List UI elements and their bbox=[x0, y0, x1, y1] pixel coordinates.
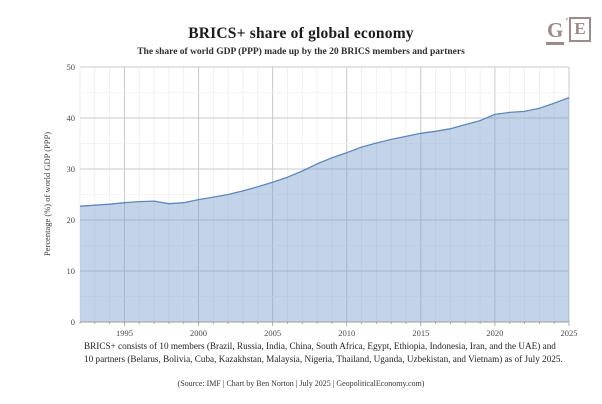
footnote-line-1: BRICS+ consists of 10 members (Brazil, R… bbox=[84, 341, 556, 351]
logo-letter-g: G bbox=[546, 19, 565, 45]
x-tick-label: 2000 bbox=[190, 328, 207, 338]
source-attribution: (Source: IMF | Chart by Ben Norton | Jul… bbox=[177, 379, 425, 388]
x-tick-label: 2005 bbox=[264, 328, 281, 338]
x-tick-label: 2015 bbox=[412, 328, 429, 338]
chart-title: BRICS+ share of global economy bbox=[188, 25, 414, 42]
footnote-line-2: 10 partners (Belarus, Bolivia, Cuba, Kaz… bbox=[84, 354, 563, 364]
y-tick-label: 0 bbox=[71, 317, 75, 327]
x-tick-label: 2010 bbox=[338, 328, 355, 338]
x-axis bbox=[79, 321, 570, 326]
area-fill bbox=[80, 97, 569, 322]
y-tick-label: 10 bbox=[67, 266, 76, 276]
logo-letter-e: E bbox=[569, 17, 591, 42]
y-tick-label: 50 bbox=[67, 62, 76, 72]
geopolitical-economy-logo: G ' E bbox=[546, 15, 591, 45]
x-tick-label: 2025 bbox=[561, 328, 578, 338]
x-tick-label: 1995 bbox=[116, 328, 133, 338]
y-tick-label: 40 bbox=[67, 113, 76, 123]
trend-line bbox=[79, 96, 570, 207]
chart-subtitle: The share of world GDP (PPP) made up by … bbox=[137, 47, 465, 57]
logo-tick-mark: ' bbox=[565, 16, 569, 28]
x-tick-label: 2020 bbox=[486, 328, 503, 338]
tick-labels: 1995 2000 2005 2010 2015 2020 2025 0 10 20 30 40 50 bbox=[67, 62, 578, 338]
y-tick-label: 20 bbox=[67, 215, 76, 225]
y-tick-label: 30 bbox=[67, 164, 76, 174]
gridlines bbox=[79, 66, 570, 322]
